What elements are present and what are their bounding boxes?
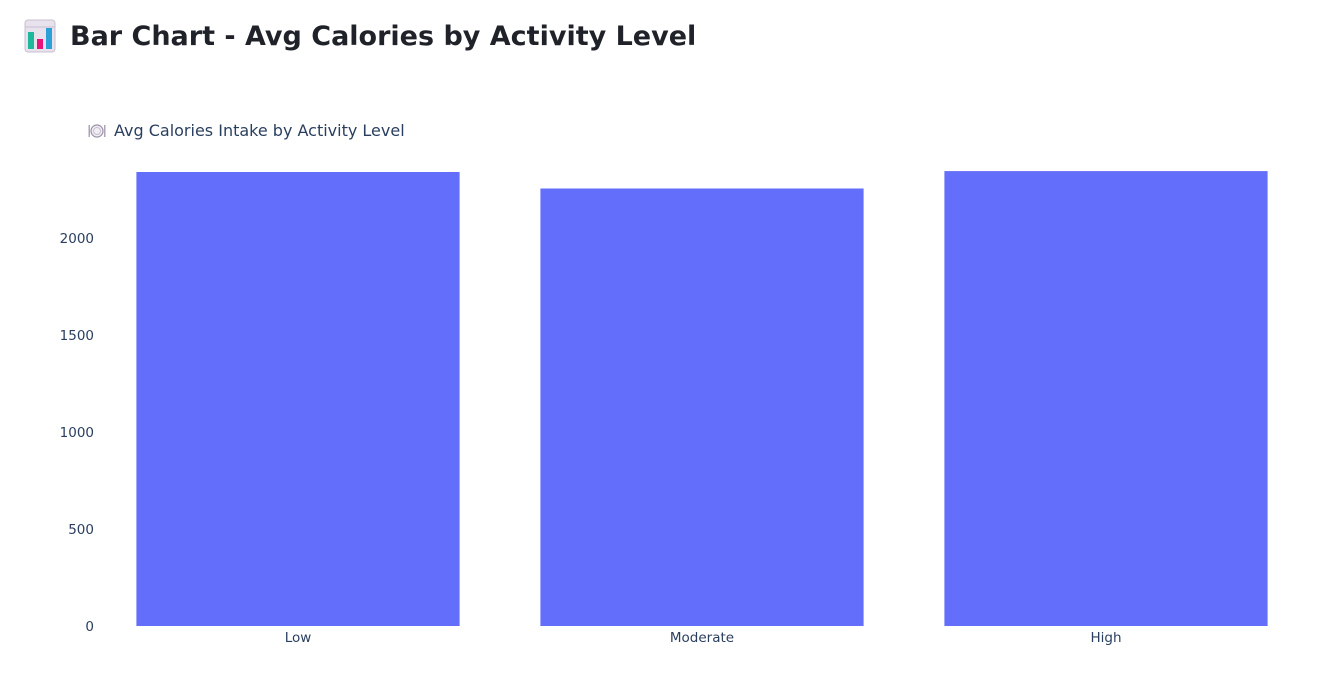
y-tick-label: 2000: [60, 231, 94, 247]
x-tick-label: High: [1090, 630, 1121, 646]
bar-low[interactable]: [136, 172, 460, 626]
bar-moderate[interactable]: [540, 188, 864, 627]
y-tick-label: 0: [85, 619, 94, 635]
page-header: Bar Chart - Avg Calories by Activity Lev…: [24, 14, 696, 58]
y-axis-ticks: 0 500 1000 1500 2000: [60, 231, 94, 635]
bar-high[interactable]: [944, 171, 1268, 626]
page-title: Bar Chart - Avg Calories by Activity Lev…: [70, 20, 697, 52]
bar-chart-icon: [24, 19, 56, 53]
plate-cutlery-icon: [88, 123, 106, 138]
chart-title-row: Avg Calories Intake by Activity Level: [88, 121, 405, 140]
x-tick-label: Low: [285, 630, 312, 646]
y-tick-label: 500: [68, 522, 94, 538]
x-axis-ticks: Low Moderate High: [285, 630, 1122, 646]
bars: [136, 171, 1268, 627]
y-tick-label: 1500: [60, 328, 94, 344]
y-tick-label: 1000: [60, 425, 94, 441]
x-tick-label: Moderate: [670, 630, 734, 646]
chart-title: Avg Calories Intake by Activity Level: [114, 121, 405, 140]
